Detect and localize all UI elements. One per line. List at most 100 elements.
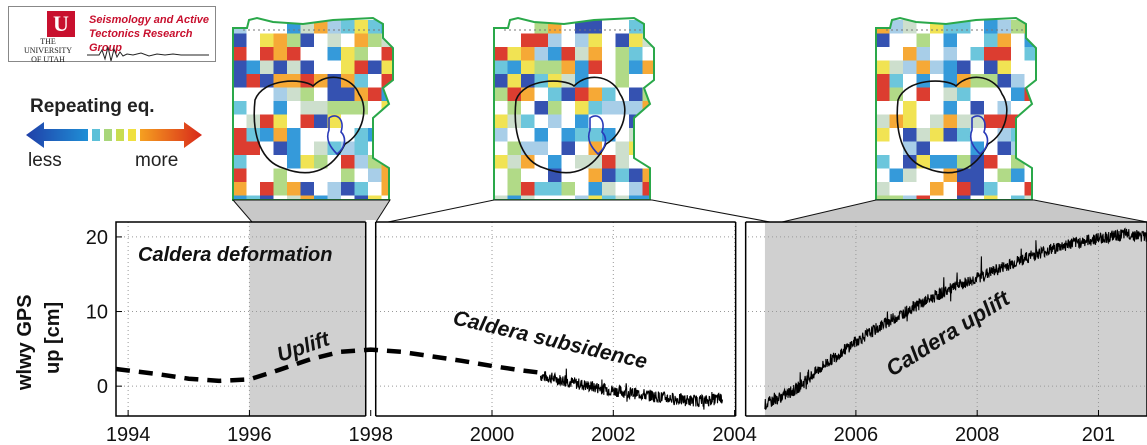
map-1-lake-outline [326, 115, 346, 156]
map-3-cell [997, 101, 1011, 115]
series-1-line [115, 347, 541, 384]
map-1-cell [354, 33, 368, 47]
map-1-cell [233, 47, 247, 61]
map-1-cell [246, 74, 260, 88]
map-1-cell [233, 168, 247, 182]
map-2-caldera-outline [514, 76, 626, 174]
map-1-cell [381, 74, 393, 88]
map-1-cell [341, 182, 355, 196]
map-3-cell [903, 155, 917, 169]
map-3-cell [997, 74, 1011, 88]
map-2-cells [494, 20, 654, 200]
logo-u-badge: U [47, 11, 75, 37]
map-3-cell [984, 60, 998, 74]
map-1-cell [300, 195, 314, 200]
map-1-cell [233, 20, 247, 34]
map-3-cell [1011, 141, 1025, 155]
map-3-cell [1024, 182, 1036, 196]
connector-layer [231, 199, 1147, 223]
map-2-cell [521, 182, 535, 196]
map-3-cell [1011, 74, 1025, 88]
map-1-cell [327, 33, 341, 47]
map-2-cell [507, 47, 521, 61]
map-1 [232, 16, 394, 201]
map-1-cell [300, 33, 314, 47]
map-3-cell [889, 74, 903, 88]
map-2-cell [588, 33, 602, 47]
map-1-cell [327, 47, 341, 61]
legend-swatch-1 [92, 129, 100, 141]
series-2-line [539, 368, 724, 410]
map-1-cell [260, 182, 274, 196]
map-1-cell [327, 74, 341, 88]
map-2-cell [575, 195, 589, 200]
map-2-cell [642, 114, 654, 128]
map-1-cell [273, 114, 287, 128]
x-tick-label-1: 1994 [106, 424, 151, 445]
map-2-cell [629, 128, 643, 142]
map-1-cell [354, 47, 368, 61]
map-1-cell [246, 114, 260, 128]
map-1-cell [273, 128, 287, 142]
y-tick-label-3: 20 [86, 227, 108, 249]
connector-map-1 [231, 199, 391, 223]
y-tick-label-2: 10 [86, 302, 108, 324]
map-1-cell [233, 195, 247, 200]
map-3-cell [957, 195, 971, 200]
map-3-cell [943, 168, 957, 182]
map-1-cell [354, 101, 368, 115]
legend-less-label: less [28, 150, 62, 171]
map-1-cell [233, 33, 247, 47]
map-2-cell [507, 60, 521, 74]
map-1-cell [381, 168, 393, 182]
map-2-cell [615, 168, 629, 182]
y-tick-label-1: 0 [97, 376, 108, 398]
map-1-cell [368, 128, 382, 142]
shaded-period-1 [249, 222, 368, 416]
map-2-cell [534, 128, 548, 142]
map-2-cell [588, 195, 602, 200]
map-2-cell [642, 168, 654, 182]
map-2-cell [588, 155, 602, 169]
map-2-cell [561, 60, 575, 74]
map-3-cell [930, 128, 944, 142]
map-2-cell [494, 155, 508, 169]
map-2-cell [561, 182, 575, 196]
x-tick-label-5: 2002 [591, 424, 636, 445]
map-2-cell [575, 47, 589, 61]
map-2-cell [494, 87, 508, 101]
map-2-cell [507, 141, 521, 155]
map-3-cell [889, 168, 903, 182]
map-2-border [493, 16, 655, 201]
map-1-cell [381, 182, 393, 196]
map-3-cell [1011, 195, 1025, 200]
map-2-cell [575, 114, 589, 128]
map-2-cell [494, 60, 508, 74]
map-2-cell [642, 195, 654, 200]
map-3-cell [943, 114, 957, 128]
map-2-cell [534, 101, 548, 115]
map-1-cell [300, 87, 314, 101]
map-3-lake-outline [969, 115, 989, 156]
map-1-cell [287, 155, 301, 169]
map-1-cell [314, 155, 328, 169]
logo-institution: THE UNIVERSITY OF UTAH [13, 37, 83, 64]
map-3 [875, 16, 1037, 201]
map-1-cell [300, 60, 314, 74]
logo-group-name: Seismology and Active Tectonics Research… [89, 13, 215, 55]
map-2-cell [534, 47, 548, 61]
map-3-cell [997, 168, 1011, 182]
map-2-cell [629, 60, 643, 74]
map-3-cell [984, 47, 998, 61]
map-1-cell [327, 195, 341, 200]
map-3-cell [957, 155, 971, 169]
logo-institution-line-1: THE [40, 37, 56, 46]
map-1-cell [368, 33, 382, 47]
series-3-line [764, 227, 1147, 411]
connector-map-3 [781, 199, 1147, 223]
map-2-cell [629, 182, 643, 196]
map-2-cell [615, 101, 629, 115]
map-2-cell [521, 74, 535, 88]
map-2-cell [521, 33, 535, 47]
map-1-cell [260, 60, 274, 74]
